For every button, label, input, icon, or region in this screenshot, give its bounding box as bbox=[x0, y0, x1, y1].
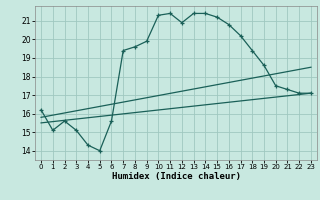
X-axis label: Humidex (Indice chaleur): Humidex (Indice chaleur) bbox=[111, 172, 241, 181]
